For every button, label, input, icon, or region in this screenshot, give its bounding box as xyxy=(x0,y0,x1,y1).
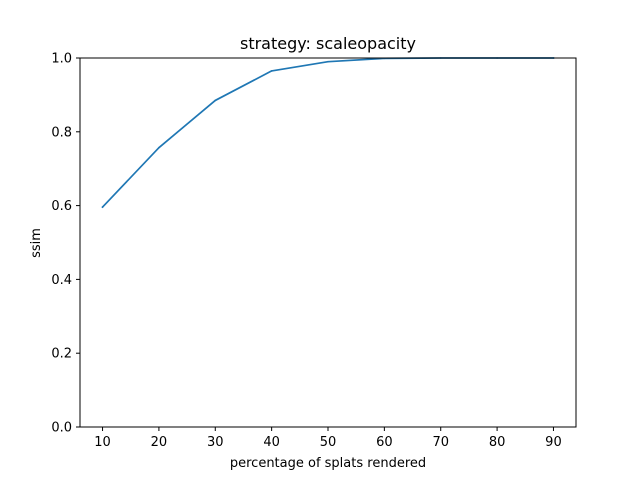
y-axis: 0.0 0.2 0.4 0.6 0.8 1.0 xyxy=(51,52,80,436)
data-point xyxy=(158,146,160,149)
x-tick-label: 80 xyxy=(489,435,506,450)
x-tick-label: 50 xyxy=(320,435,337,450)
x-tick-label: 90 xyxy=(545,435,562,450)
y-tick-label: 1.0 xyxy=(51,52,72,67)
x-tick-label: 40 xyxy=(263,435,280,450)
y-tick-label: 0.6 xyxy=(51,199,72,214)
y-tick-label: 0.2 xyxy=(51,347,72,362)
data-point xyxy=(214,99,217,102)
y-tick-label: 0.4 xyxy=(51,273,72,288)
y-tick-label: 0.8 xyxy=(51,125,72,140)
x-axis-label: percentage of splats rendered xyxy=(230,456,426,471)
data-point xyxy=(270,70,273,72)
data-point xyxy=(327,60,329,63)
x-tick-label: 30 xyxy=(207,435,224,450)
x-tick-label: 60 xyxy=(376,435,393,450)
chart-title: strategy: scaleopacity xyxy=(240,34,416,53)
x-tick-label: 70 xyxy=(432,435,449,450)
data-point xyxy=(101,206,104,208)
x-tick-label: 10 xyxy=(94,435,111,450)
y-tick-label: 0.0 xyxy=(51,421,72,436)
y-axis-label: ssim xyxy=(29,228,44,258)
x-axis: 10 20 30 40 50 60 70 80 90 xyxy=(94,427,562,450)
x-tick-label: 20 xyxy=(151,435,168,450)
